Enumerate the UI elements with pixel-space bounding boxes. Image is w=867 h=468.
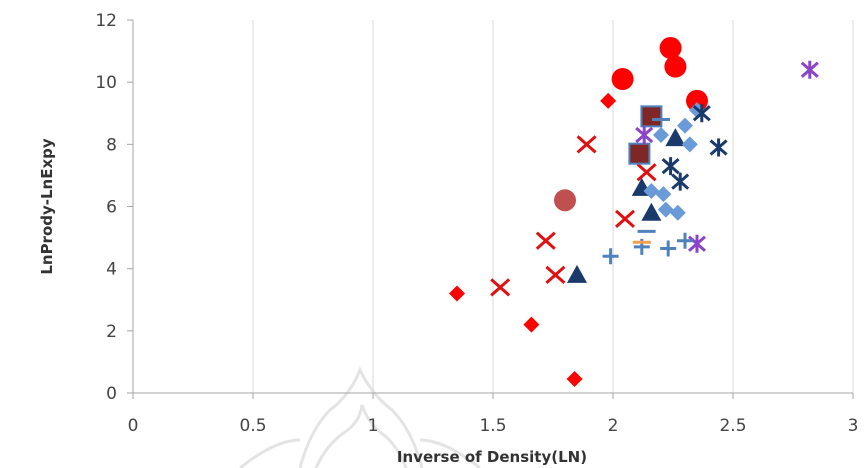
- data-point: [576, 135, 597, 154]
- data-point: [523, 316, 540, 333]
- y-tick-label: 12: [95, 11, 117, 31]
- data-point: [490, 278, 511, 297]
- data-point: [554, 189, 576, 212]
- x-tick-label: 3: [848, 416, 859, 436]
- axes: [127, 19, 854, 399]
- data-point: [669, 204, 686, 221]
- x-tick-label: 0.5: [239, 416, 266, 436]
- data-point: [535, 231, 556, 250]
- data-point: [641, 202, 662, 221]
- data-point: [659, 36, 682, 59]
- data-point: [600, 92, 617, 109]
- data-point: [681, 136, 698, 153]
- data-point: [692, 104, 711, 123]
- data-point: [677, 232, 693, 249]
- data-point: [545, 265, 566, 285]
- data-point: [611, 68, 634, 91]
- data-point: [566, 371, 583, 388]
- data-point: [657, 201, 674, 218]
- y-tick-label: 10: [95, 73, 117, 93]
- data-points: [449, 36, 819, 388]
- data-point: [643, 182, 660, 199]
- data-point: [800, 60, 819, 79]
- y-tick-label: 4: [106, 260, 117, 280]
- y-tick-label: 0: [106, 384, 117, 404]
- x-tick-label: 2.5: [719, 416, 746, 436]
- grid: [132, 20, 854, 393]
- data-point: [653, 127, 669, 144]
- x-tick-label: 2: [608, 416, 619, 436]
- y-tick-label: 6: [106, 198, 117, 218]
- data-point: [688, 234, 706, 253]
- y-tick-label: 2: [106, 322, 117, 342]
- watermark: [239, 366, 481, 468]
- data-point: [665, 128, 686, 147]
- y-axis-title: LnPrody-LnExpy: [38, 138, 56, 275]
- data-point: [628, 142, 651, 165]
- x-tick-label: 0: [128, 416, 139, 436]
- data-point: [640, 105, 663, 128]
- data-point: [449, 285, 465, 302]
- data-point: [655, 186, 672, 203]
- data-point: [615, 209, 635, 229]
- data-point: [660, 240, 677, 257]
- data-point: [635, 126, 654, 145]
- data-point: [661, 157, 680, 176]
- y-tick-label: 8: [106, 135, 117, 155]
- data-point: [664, 55, 687, 78]
- y-tick-labels: 0 2 4 6 8 10 12: [95, 11, 117, 404]
- x-tick-label: 1.5: [479, 416, 506, 436]
- data-point: [567, 264, 587, 283]
- data-point: [677, 117, 693, 134]
- data-point: [671, 172, 690, 191]
- x-axis-title: Inverse of Density(LN): [397, 448, 587, 466]
- data-point: [602, 248, 619, 265]
- data-point: [709, 138, 728, 157]
- x-tick-labels: 0 0.5 1 1.5 2 2.5 3: [128, 416, 859, 436]
- x-tick-label: 1: [368, 416, 379, 436]
- data-point: [636, 163, 657, 182]
